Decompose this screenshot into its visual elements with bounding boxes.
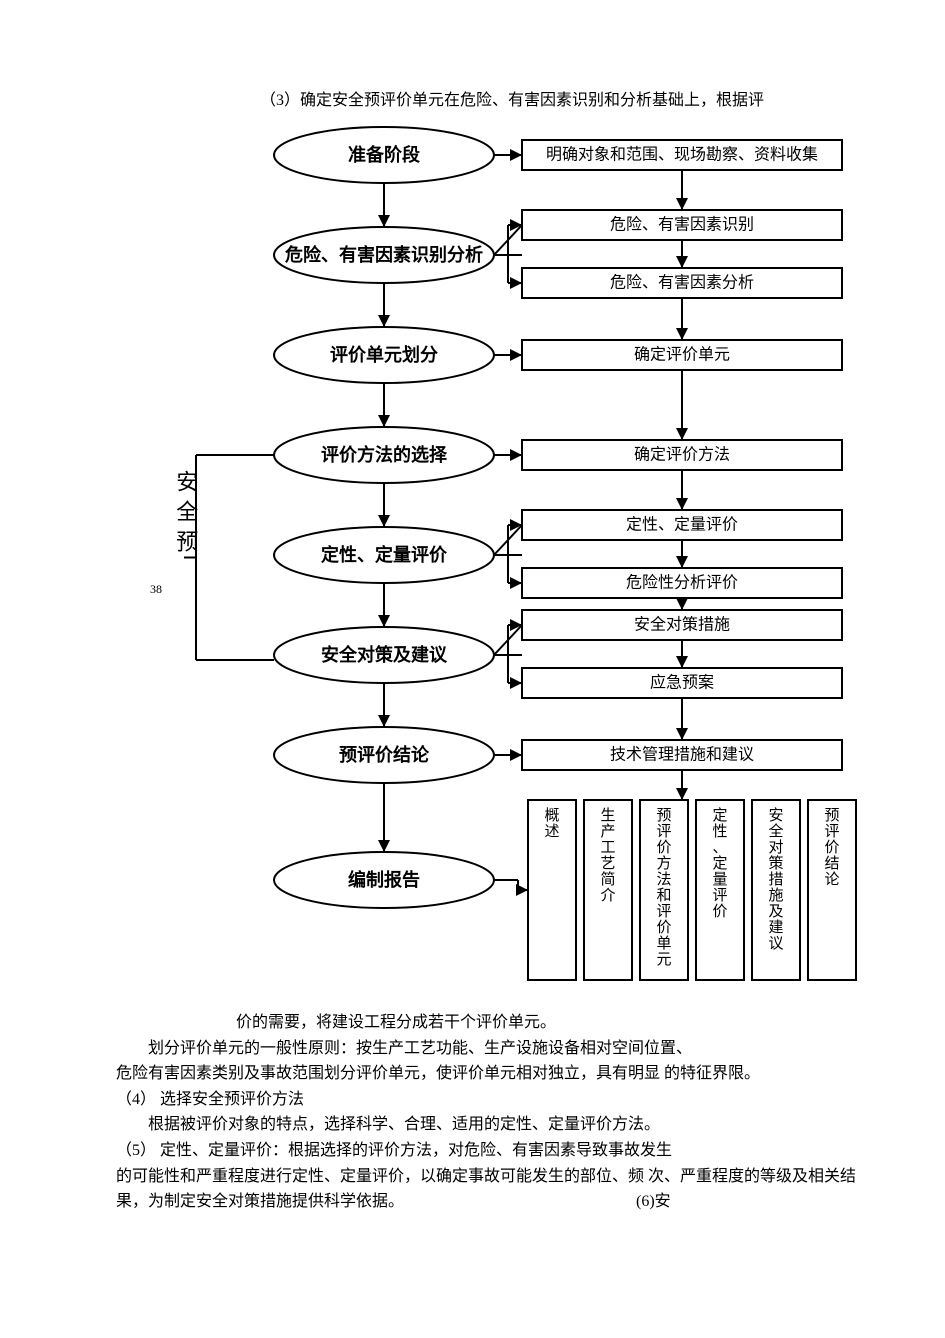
svg-text:评: 评 [656, 903, 671, 920]
svg-text:危险性分析评价: 危险性分析评价 [626, 574, 738, 592]
svg-text:、: 、 [712, 840, 727, 856]
svg-text:价: 价 [712, 904, 727, 920]
svg-text:安全对策及建议: 安全对策及建议 [321, 644, 448, 665]
svg-text:生: 生 [600, 807, 615, 824]
svg-text:议: 议 [768, 935, 783, 952]
svg-text:确定评价单元: 确定评价单元 [634, 346, 730, 364]
paragraph-line: 的可能性和严重程度进行定性、定量评价，以确定事故可能发生的部位、频 次、严重程度… [116, 1164, 876, 1215]
svg-text:明确对象和范围、现场勘察、资料收集: 明确对象和范围、现场勘察、资料收集 [546, 146, 818, 164]
svg-text:定: 定 [712, 855, 727, 872]
svg-text:元: 元 [656, 952, 671, 968]
svg-text:工: 工 [600, 840, 615, 856]
svg-text:评价方法的选择: 评价方法的选择 [321, 444, 448, 465]
page-number: 38 [150, 580, 162, 599]
svg-text:简: 简 [600, 871, 615, 888]
svg-text:价: 价 [656, 840, 671, 856]
svg-text:单: 单 [656, 935, 671, 952]
svg-text:危险、有害因素识别: 危险、有害因素识别 [610, 216, 754, 234]
svg-text:法: 法 [656, 871, 671, 888]
side-label: 安全预 [168, 470, 203, 560]
flowchart: 准备阶段 明确对象和范围、现场勘察、资料收集危险、有害因素识别分析 危险、有害因素识… [0, 0, 945, 1000]
svg-text:定性、定量评价: 定性、定量评价 [321, 544, 448, 565]
svg-text:评: 评 [824, 823, 839, 840]
paragraph-line: 价的需要，将建设工程分成若干个评价单元。 [116, 1010, 876, 1036]
svg-text:述: 述 [544, 823, 559, 840]
svg-text:评: 评 [656, 823, 671, 840]
svg-text:艺: 艺 [600, 855, 615, 872]
svg-text:产: 产 [600, 823, 615, 840]
svg-text:预: 预 [656, 807, 671, 824]
svg-text:技术管理措施和建议: 技术管理措施和建议 [610, 746, 754, 764]
svg-text:全: 全 [768, 822, 783, 840]
svg-text:和: 和 [656, 887, 671, 904]
svg-text:评: 评 [712, 887, 727, 904]
svg-text:策: 策 [768, 855, 783, 872]
svg-text:评价单元划分: 评价单元划分 [330, 344, 438, 365]
svg-text:建: 建 [768, 919, 783, 936]
svg-text:定: 定 [712, 807, 727, 824]
svg-text:介: 介 [600, 887, 615, 904]
svg-text:结: 结 [824, 855, 839, 872]
svg-text:价: 价 [824, 840, 839, 856]
svg-text:确定评价方法: 确定评价方法 [634, 446, 730, 464]
paragraph-line: 划分评价单元的一般性原则：按生产工艺功能、生产设施设备相对空间位置、 [116, 1036, 876, 1062]
svg-text:概: 概 [544, 807, 559, 824]
paragraph-line: 危险有害因素类别及事故范围划分评价单元，使评价单元相对独立，具有明显 的特征界限… [116, 1061, 876, 1087]
paragraph-line: 根据被评价对象的特点，选择科学、合理、适用的定性、定量评价方法。 [116, 1112, 876, 1138]
svg-text:预评价结论: 预评价结论 [339, 744, 430, 765]
svg-text:定性、定量评价: 定性、定量评价 [626, 516, 738, 534]
svg-text:价: 价 [656, 920, 671, 936]
paragraph-line: （4） 选择安全预评价方法 [116, 1087, 876, 1113]
body-paragraphs: 价的需要，将建设工程分成若干个评价单元。 划分评价单元的一般性原则：按生产工艺功… [116, 1010, 876, 1215]
svg-text:应急预案: 应急预案 [650, 673, 714, 692]
page: （3）确定安全预评价单元在危险、有害因素识别和分析基础上，根据评 准备阶段明确对… [0, 0, 945, 1338]
svg-text:危险、有害因素识别分析: 危险、有害因素识别分析 [284, 244, 483, 265]
svg-text:及: 及 [768, 904, 783, 920]
svg-text:准备阶段: 准备阶段 [348, 144, 421, 165]
paragraph-line: （5） 定性、定量评价：根据选择的评价方法，对危险、有害因素导致事故发生 [116, 1138, 876, 1164]
svg-text:性: 性 [712, 823, 727, 840]
svg-text:预: 预 [824, 807, 839, 824]
svg-text:施: 施 [768, 887, 783, 904]
svg-text:危险、有害因素分析: 危险、有害因素分析 [610, 274, 754, 292]
svg-text:对: 对 [768, 839, 783, 856]
svg-text:论: 论 [824, 871, 839, 888]
svg-text:措: 措 [768, 871, 783, 888]
svg-text:方: 方 [656, 855, 671, 872]
svg-text:编制报告: 编制报告 [348, 869, 420, 890]
svg-text:安: 安 [768, 807, 783, 824]
svg-text:量: 量 [712, 872, 727, 888]
svg-text:安全对策措施: 安全对策措施 [634, 616, 730, 634]
